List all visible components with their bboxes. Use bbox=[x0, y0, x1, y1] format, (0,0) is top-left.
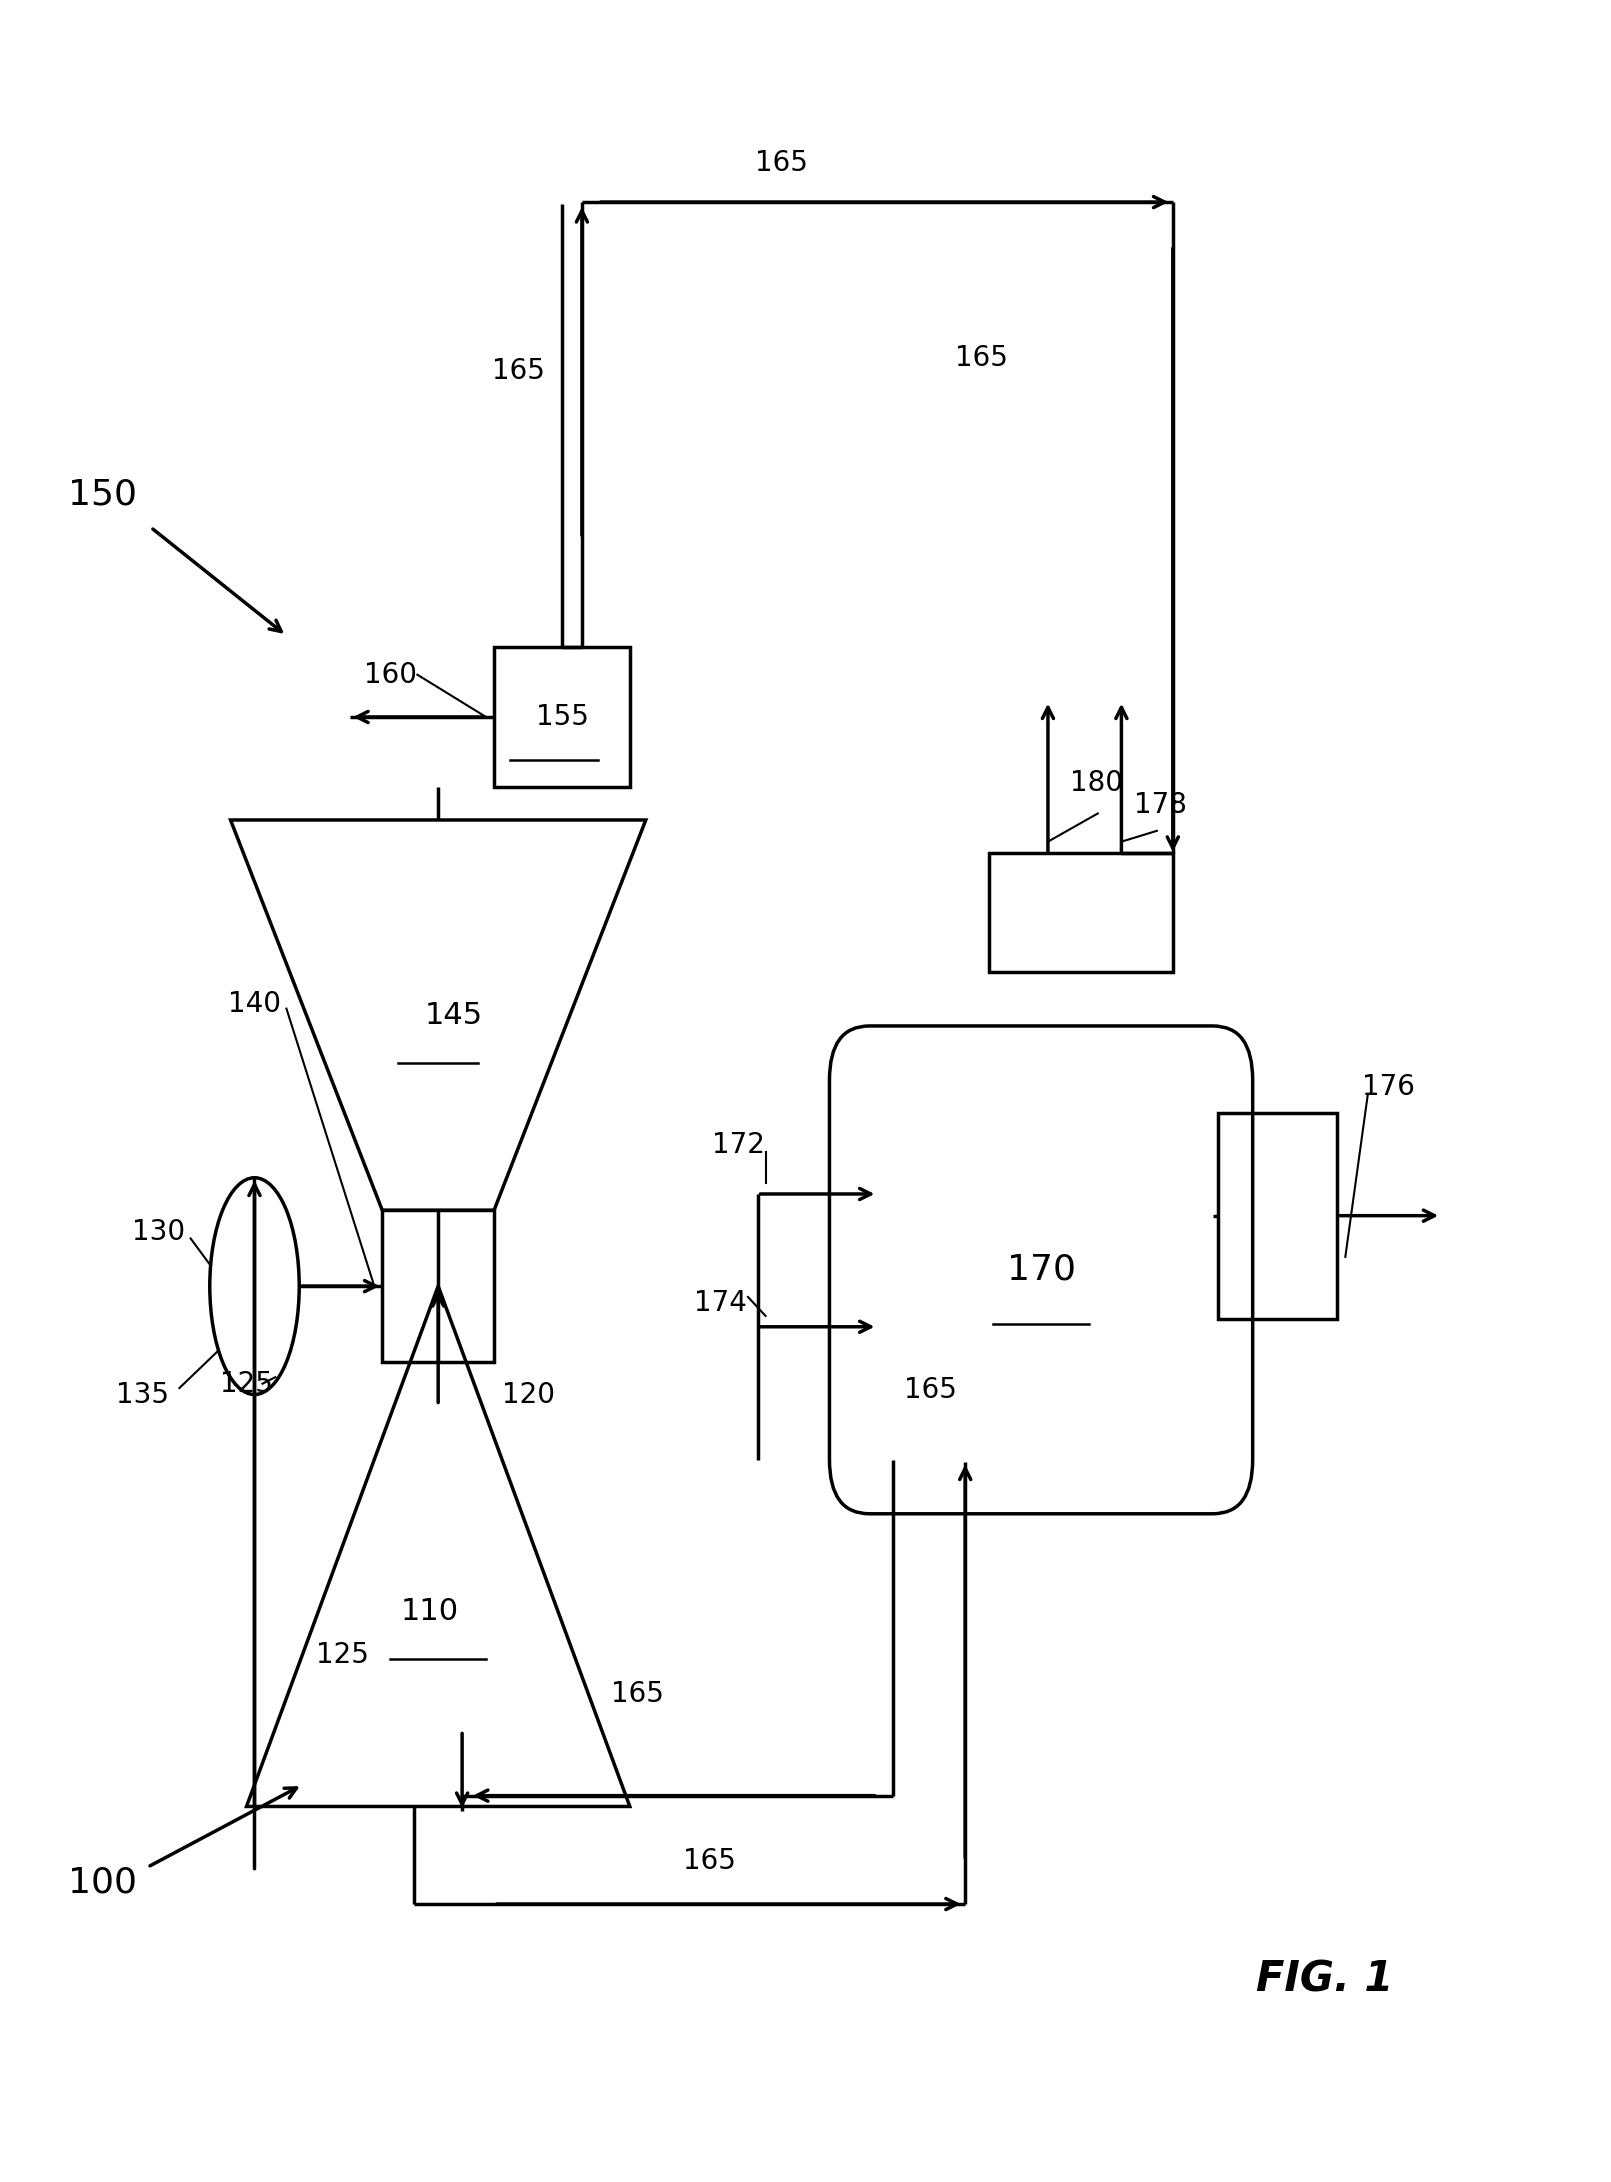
Text: 165: 165 bbox=[491, 358, 545, 386]
Text: 172: 172 bbox=[712, 1130, 765, 1159]
Text: 178: 178 bbox=[1134, 790, 1186, 818]
Text: 125: 125 bbox=[316, 1641, 369, 1669]
Text: 160: 160 bbox=[364, 661, 417, 690]
Text: 165: 165 bbox=[756, 148, 809, 177]
Bar bbox=[1218, 1113, 1337, 1318]
Text: 100: 100 bbox=[68, 1866, 137, 1898]
Text: 145: 145 bbox=[425, 1002, 483, 1030]
Bar bbox=[382, 1211, 495, 1362]
Text: 110: 110 bbox=[401, 1597, 459, 1626]
Text: 125: 125 bbox=[221, 1370, 272, 1399]
Bar bbox=[989, 853, 1173, 971]
Text: 165: 165 bbox=[611, 1680, 664, 1709]
Text: 174: 174 bbox=[694, 1290, 748, 1318]
Text: 155: 155 bbox=[535, 703, 588, 731]
Text: 120: 120 bbox=[503, 1381, 556, 1410]
Text: 170: 170 bbox=[1007, 1252, 1076, 1287]
Text: 150: 150 bbox=[68, 478, 137, 513]
Text: 135: 135 bbox=[116, 1381, 169, 1410]
Text: 176: 176 bbox=[1361, 1074, 1414, 1100]
Text: 165: 165 bbox=[683, 1846, 736, 1874]
Text: FIG. 1: FIG. 1 bbox=[1257, 1959, 1394, 2001]
Text: 165: 165 bbox=[955, 345, 1007, 373]
Text: 165: 165 bbox=[904, 1377, 957, 1405]
Text: 130: 130 bbox=[132, 1218, 185, 1246]
Text: 180: 180 bbox=[1070, 768, 1123, 796]
Bar bbox=[495, 646, 630, 788]
Text: 140: 140 bbox=[229, 991, 280, 1019]
